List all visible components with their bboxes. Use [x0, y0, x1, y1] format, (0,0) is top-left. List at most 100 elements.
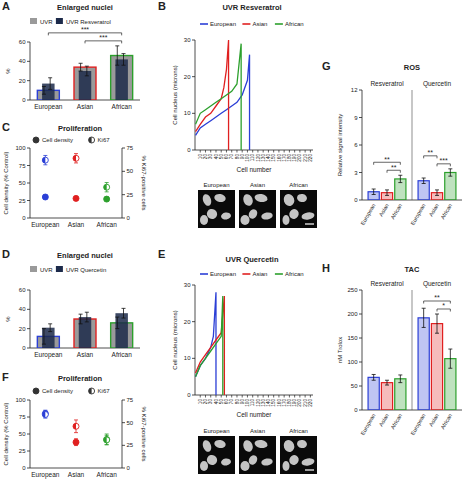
y-tick: [122, 148, 125, 149]
point-half: [42, 157, 45, 163]
panel-letter: H: [322, 262, 330, 274]
micrograph: [198, 190, 235, 228]
y-tick: [27, 183, 30, 184]
x-tick-label: European: [359, 413, 376, 437]
x-tick-label: 80: [235, 399, 240, 405]
error-bar: [74, 154, 78, 163]
axis-label: nM Trolox: [337, 337, 343, 363]
x-tick: [205, 150, 206, 153]
axis-label: % Ki67-positive cells: [141, 406, 147, 461]
nucleus: [301, 457, 315, 466]
x-tick: [221, 150, 222, 153]
line: [196, 44, 242, 150]
nucleus: [242, 193, 255, 207]
nucleus: [214, 439, 227, 449]
y-tick-label: 0: [22, 465, 26, 471]
point-fill: [73, 439, 79, 445]
x-tick: [294, 395, 295, 398]
x-tick-label: 130: [261, 399, 266, 407]
error-bar: [85, 312, 89, 322]
axis-label: %: [5, 316, 11, 322]
legend-label: Cell density: [42, 388, 73, 394]
x-tick-label: European: [34, 103, 63, 111]
error-bar: [372, 374, 376, 380]
x-tick: [257, 395, 258, 398]
legend-label: UVR: [40, 267, 53, 273]
x-tick-label: 50: [219, 154, 224, 160]
panel-letter: B: [158, 0, 166, 12]
point-fill: [73, 195, 79, 201]
legend-swatch: [56, 18, 63, 24]
x-tick-label: 180: [287, 154, 292, 162]
significance-label: **: [428, 149, 434, 156]
x-tick-label: African: [389, 203, 403, 221]
error-bar: [42, 86, 46, 94]
y-tick-label: 0: [127, 215, 131, 221]
y-tick: [27, 328, 30, 329]
x-tick: [310, 395, 311, 398]
point-fill: [104, 436, 110, 442]
x-tick-label: 20: [203, 154, 208, 160]
x-tick: [242, 150, 243, 153]
y-axis-line: [122, 148, 123, 218]
legend-swatch: [200, 23, 208, 25]
x-tick-label: Asian: [378, 413, 390, 428]
x-tick-label: 130: [261, 154, 266, 162]
x-tick: [252, 395, 253, 398]
x-tick-label: 190: [292, 399, 297, 407]
panel: CProliferation02550751000255075Cell dens…: [2, 121, 147, 229]
x-tick: [221, 395, 222, 398]
bar: [431, 324, 442, 410]
y-axis-line: [122, 400, 123, 468]
y-tick-label: 50: [19, 180, 26, 186]
x-tick: [257, 150, 258, 153]
y-axis-line: [362, 290, 363, 410]
x-tick-label: 120: [256, 399, 261, 407]
x-tick-label: 40: [214, 399, 219, 405]
x-tick-label: 10: [198, 399, 203, 405]
y-tick: [192, 76, 195, 77]
y-tick-label: 40: [19, 306, 26, 312]
point: [73, 155, 79, 161]
x-tick: [226, 395, 227, 398]
error-bar: [43, 195, 47, 199]
nucleus: [254, 439, 268, 449]
x-tick-label: African: [97, 221, 118, 228]
error-bar: [385, 190, 389, 196]
x-axis-line: [195, 150, 313, 151]
x-tick: [210, 150, 211, 153]
panel: DEnlarged nuclei0204060%EuropeanAsianAfr…: [2, 248, 140, 359]
x-tick-label: 110: [250, 399, 255, 407]
x-tick: [299, 150, 300, 153]
error-bar: [398, 175, 402, 182]
group-separator: [412, 90, 413, 200]
y-tick: [27, 148, 30, 149]
y-axis-line: [195, 40, 196, 150]
y-tick-label: 25: [127, 442, 134, 448]
title: Proliferation: [58, 374, 103, 383]
x-tick: [200, 150, 201, 153]
nucleus: [200, 215, 208, 225]
x-tick-label: European: [409, 413, 426, 437]
nucleus: [288, 207, 301, 220]
nucleus: [296, 193, 307, 203]
panel: EUVR Quercetin0102030Cell nucleus (micro…: [158, 248, 317, 474]
point-half: [89, 137, 92, 143]
axis-label: Cell density (% Control): [3, 151, 9, 214]
legend-label: African: [285, 21, 304, 27]
bar: [79, 71, 91, 100]
x-tick-label: 200: [297, 154, 302, 162]
legend-swatch: [33, 388, 39, 394]
y-tick-label: 20: [184, 319, 191, 325]
point-outline: [89, 388, 95, 394]
y-tick: [27, 200, 30, 201]
y-tick-label: 6: [354, 142, 358, 148]
error-bar: [105, 435, 109, 444]
point-outline: [89, 137, 95, 143]
y-tick-label: 10: [184, 110, 191, 116]
point: [104, 184, 110, 190]
plot-area: [196, 292, 225, 395]
point-outline: [42, 412, 48, 418]
x-tick: [252, 150, 253, 153]
point-fill: [104, 196, 110, 202]
